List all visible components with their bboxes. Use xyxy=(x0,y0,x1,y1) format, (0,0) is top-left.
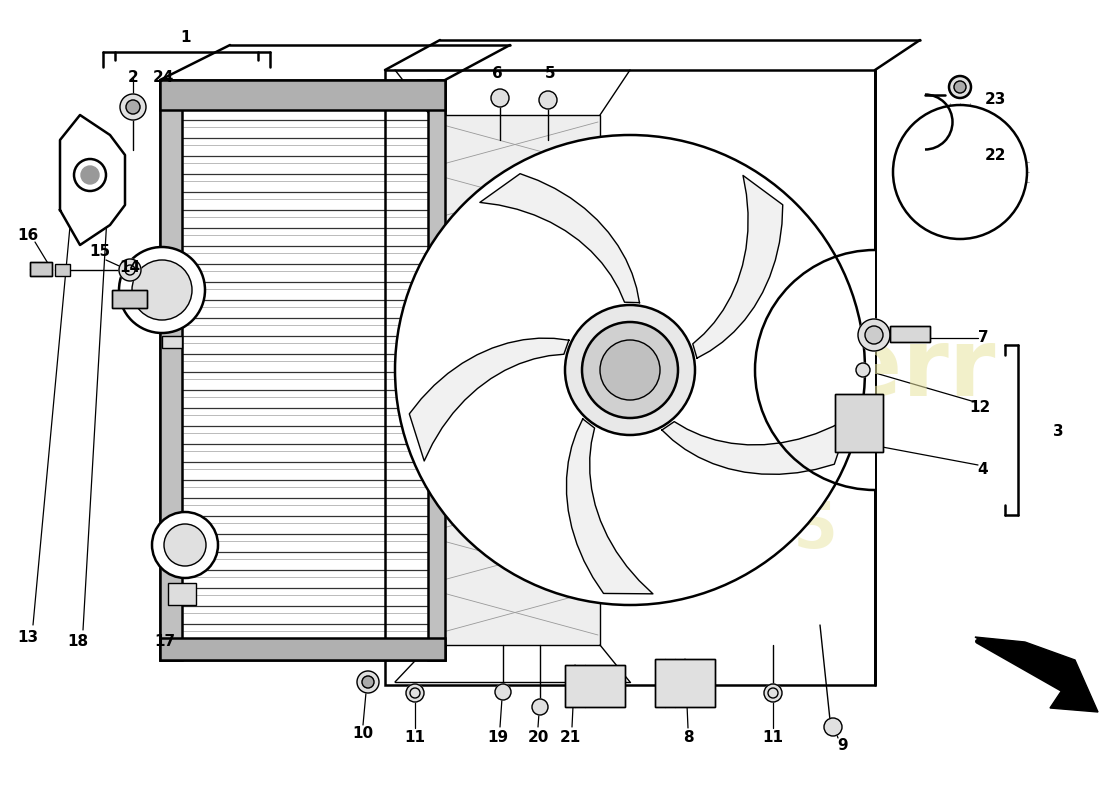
Bar xyxy=(55,264,70,276)
Bar xyxy=(385,70,874,685)
Text: 8: 8 xyxy=(683,730,693,745)
Circle shape xyxy=(406,684,424,702)
Circle shape xyxy=(755,250,996,490)
Circle shape xyxy=(764,684,782,702)
Text: 19: 19 xyxy=(487,730,508,745)
Text: 3: 3 xyxy=(1053,425,1064,439)
Text: 15: 15 xyxy=(89,245,111,259)
Polygon shape xyxy=(480,174,639,302)
Circle shape xyxy=(132,260,192,320)
Circle shape xyxy=(164,524,206,566)
Text: 1: 1 xyxy=(180,30,191,46)
Circle shape xyxy=(532,699,548,715)
Bar xyxy=(890,326,930,342)
Circle shape xyxy=(600,340,660,400)
Text: 5: 5 xyxy=(544,66,556,82)
Bar xyxy=(160,80,182,660)
Bar xyxy=(160,80,446,110)
Bar xyxy=(112,290,147,308)
Text: 2: 2 xyxy=(128,70,139,85)
Text: 12: 12 xyxy=(969,399,991,414)
Text: 9: 9 xyxy=(838,738,848,754)
Polygon shape xyxy=(662,418,850,474)
Text: 20: 20 xyxy=(527,730,549,745)
Circle shape xyxy=(954,81,966,93)
Circle shape xyxy=(949,76,971,98)
Text: 11: 11 xyxy=(762,730,783,745)
Circle shape xyxy=(119,259,141,281)
Circle shape xyxy=(856,363,870,377)
Bar xyxy=(160,638,446,660)
Circle shape xyxy=(582,322,678,418)
Bar xyxy=(430,115,600,645)
Bar xyxy=(428,80,446,660)
Text: a passion: a passion xyxy=(548,438,772,482)
Circle shape xyxy=(495,684,512,700)
Circle shape xyxy=(824,718,842,736)
Bar xyxy=(565,665,625,707)
Text: 7: 7 xyxy=(978,330,988,346)
Bar xyxy=(112,290,147,308)
Bar xyxy=(30,262,52,276)
Circle shape xyxy=(126,100,140,114)
Polygon shape xyxy=(693,175,783,358)
Text: 16: 16 xyxy=(18,227,38,242)
Circle shape xyxy=(865,326,883,344)
Text: 10: 10 xyxy=(352,726,374,742)
Polygon shape xyxy=(566,419,653,594)
Text: 6: 6 xyxy=(492,66,503,82)
Text: 4: 4 xyxy=(978,462,988,478)
Circle shape xyxy=(152,512,218,578)
Text: 23: 23 xyxy=(984,93,1005,107)
Circle shape xyxy=(539,91,557,109)
Circle shape xyxy=(491,89,509,107)
Polygon shape xyxy=(60,115,125,245)
Circle shape xyxy=(362,676,374,688)
Circle shape xyxy=(858,319,890,351)
Circle shape xyxy=(81,166,99,184)
Text: 1985: 1985 xyxy=(661,499,839,561)
Bar xyxy=(835,394,883,452)
Circle shape xyxy=(358,671,379,693)
Circle shape xyxy=(893,105,1027,239)
Circle shape xyxy=(74,159,106,191)
Text: 17: 17 xyxy=(154,634,176,650)
Bar xyxy=(160,80,446,660)
Polygon shape xyxy=(409,338,569,461)
Bar xyxy=(168,583,196,605)
Bar xyxy=(654,659,715,707)
Polygon shape xyxy=(975,637,1098,712)
Text: 13: 13 xyxy=(18,630,38,645)
Text: EuropaFerr: EuropaFerr xyxy=(404,324,997,416)
Circle shape xyxy=(565,305,695,435)
Bar xyxy=(890,326,930,342)
Text: 11: 11 xyxy=(405,730,426,745)
Text: 21: 21 xyxy=(560,730,581,745)
Text: 22: 22 xyxy=(984,147,1005,162)
Bar xyxy=(835,394,883,452)
Bar xyxy=(30,262,52,276)
Bar xyxy=(654,659,715,707)
Circle shape xyxy=(395,135,865,605)
Bar xyxy=(162,336,182,348)
Circle shape xyxy=(119,247,205,333)
Circle shape xyxy=(120,94,146,120)
Text: 14: 14 xyxy=(120,259,141,274)
Text: 24: 24 xyxy=(152,70,174,85)
Bar xyxy=(565,665,625,707)
Text: 18: 18 xyxy=(67,634,89,650)
